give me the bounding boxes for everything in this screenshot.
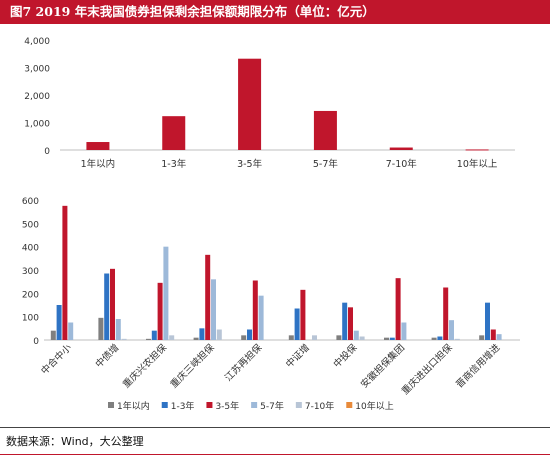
bar-2 <box>110 269 115 340</box>
y-tick-label: 300 <box>22 267 39 277</box>
bar <box>314 111 337 150</box>
chart-maturity-distribution: 0 1,000 2,000 3,000 4,000 1年以内 1-3年 3-5年 5-7年 7-1… <box>0 24 550 194</box>
legend-swatch-5 <box>346 402 352 408</box>
bar-3 <box>259 296 264 340</box>
source-note: 数据来源：Wind，大公整理 <box>6 433 144 449</box>
legend-label: 7-10年 <box>305 400 334 412</box>
legend-label: 5-7年 <box>260 400 284 412</box>
bar-3 <box>211 279 216 340</box>
y-tick-label: 3,000 <box>24 65 50 75</box>
x-tick-label: 重庆兴农担保 <box>120 341 169 390</box>
bar-0 <box>51 331 56 340</box>
bar-1 <box>437 337 442 341</box>
divider <box>0 427 550 428</box>
y-tick-label: 1,000 <box>24 120 50 130</box>
bar-1 <box>485 303 490 340</box>
bar-1 <box>247 330 252 341</box>
bar-4 <box>360 337 365 341</box>
x-tick-label: 3-5年 <box>237 158 263 170</box>
y-tick-label: 600 <box>22 197 39 207</box>
x-tick-label: 5-7年 <box>313 158 339 170</box>
bar-1 <box>342 303 347 340</box>
bar-4 <box>455 339 460 340</box>
bar-2 <box>205 255 210 340</box>
bottom-border <box>0 454 550 455</box>
bar-4 <box>169 335 174 340</box>
legend-label: 1年以内 <box>117 400 150 412</box>
bar-3 <box>68 323 73 341</box>
bar-1 <box>390 338 395 340</box>
bar-0 <box>336 335 341 340</box>
bar-1 <box>104 274 109 341</box>
bar-4 <box>122 339 127 340</box>
x-tick-label: 中证增 <box>283 342 312 371</box>
legend-label: 1-3年 <box>171 400 195 412</box>
bar-2 <box>443 288 448 341</box>
bar-0 <box>194 338 199 340</box>
bar-1 <box>295 309 300 341</box>
bar-3 <box>401 323 406 341</box>
y-tick-label: 200 <box>22 290 39 300</box>
x-tick-label: 中债增 <box>93 342 122 371</box>
bar-0 <box>146 339 151 340</box>
bar-4 <box>217 330 222 341</box>
bar-0 <box>432 338 437 340</box>
legend-label: 3-5年 <box>215 400 239 412</box>
bar-2 <box>348 307 353 340</box>
legend-swatch-4 <box>296 402 302 408</box>
y-tick-label: 0 <box>44 147 50 157</box>
x-tick-label: 江苏再担保 <box>222 341 264 383</box>
bar-2 <box>62 206 67 340</box>
legend-swatch-0 <box>108 402 114 408</box>
y-tick-label: 100 <box>22 314 39 324</box>
y-tick-label: 500 <box>22 220 39 230</box>
bar-2 <box>158 283 163 340</box>
legend-label: 10年以上 <box>355 400 393 412</box>
x-tick-label: 重庆三峡担保 <box>168 341 217 390</box>
bar <box>466 149 489 150</box>
bar-0 <box>98 318 103 340</box>
bar-3 <box>116 319 121 340</box>
x-tick-label: 中合中小 <box>39 341 75 377</box>
x-tick-label: 10年以上 <box>457 158 498 170</box>
y-tick-label: 400 <box>22 244 39 254</box>
chart-guarantor-distribution: 0 100 200 300 400 500 600 中合中小 中债增 重庆兴农担保 重庆三峡担保 江苏… <box>0 190 550 423</box>
bar-3 <box>163 247 168 340</box>
y-tick-label: 0 <box>33 337 39 347</box>
bar-3 <box>354 331 359 340</box>
figure-title: 图7 2019 年末我国债券担保剩余担保额期限分布（单位：亿元） <box>0 0 550 24</box>
bar-3 <box>497 334 502 340</box>
x-tick-label: 1年以内 <box>81 158 116 170</box>
x-tick-label: 1-3年 <box>161 158 187 170</box>
bar <box>162 116 185 150</box>
x-tick-label: 安徽担保集团 <box>358 342 407 391</box>
bar-0 <box>289 335 294 340</box>
bar-1 <box>152 331 157 340</box>
x-tick-label: 7-10年 <box>386 158 418 170</box>
bar-0 <box>384 338 389 340</box>
y-tick-label: 4,000 <box>24 37 50 47</box>
legend-swatch-3 <box>251 402 257 408</box>
x-tick-label: 中投保 <box>331 341 360 370</box>
bar <box>86 142 109 150</box>
bar <box>238 59 261 150</box>
bar-2 <box>253 281 258 341</box>
legend-swatch-1 <box>162 402 168 408</box>
legend-swatch-2 <box>206 402 212 408</box>
bar-2 <box>491 330 496 341</box>
x-tick-label: 晋商信用增进 <box>454 341 503 390</box>
bar-2 <box>396 278 401 340</box>
y-tick-label: 2,000 <box>24 92 50 102</box>
bar-1 <box>199 328 204 340</box>
bar-0 <box>479 335 484 340</box>
bar-1 <box>57 305 62 340</box>
bar <box>390 148 413 150</box>
bar-0 <box>241 335 246 340</box>
bar-2 <box>300 290 305 340</box>
bar-4 <box>312 335 317 340</box>
x-tick-label: 重庆进出口担保 <box>399 341 455 397</box>
bar-3 <box>449 320 454 340</box>
